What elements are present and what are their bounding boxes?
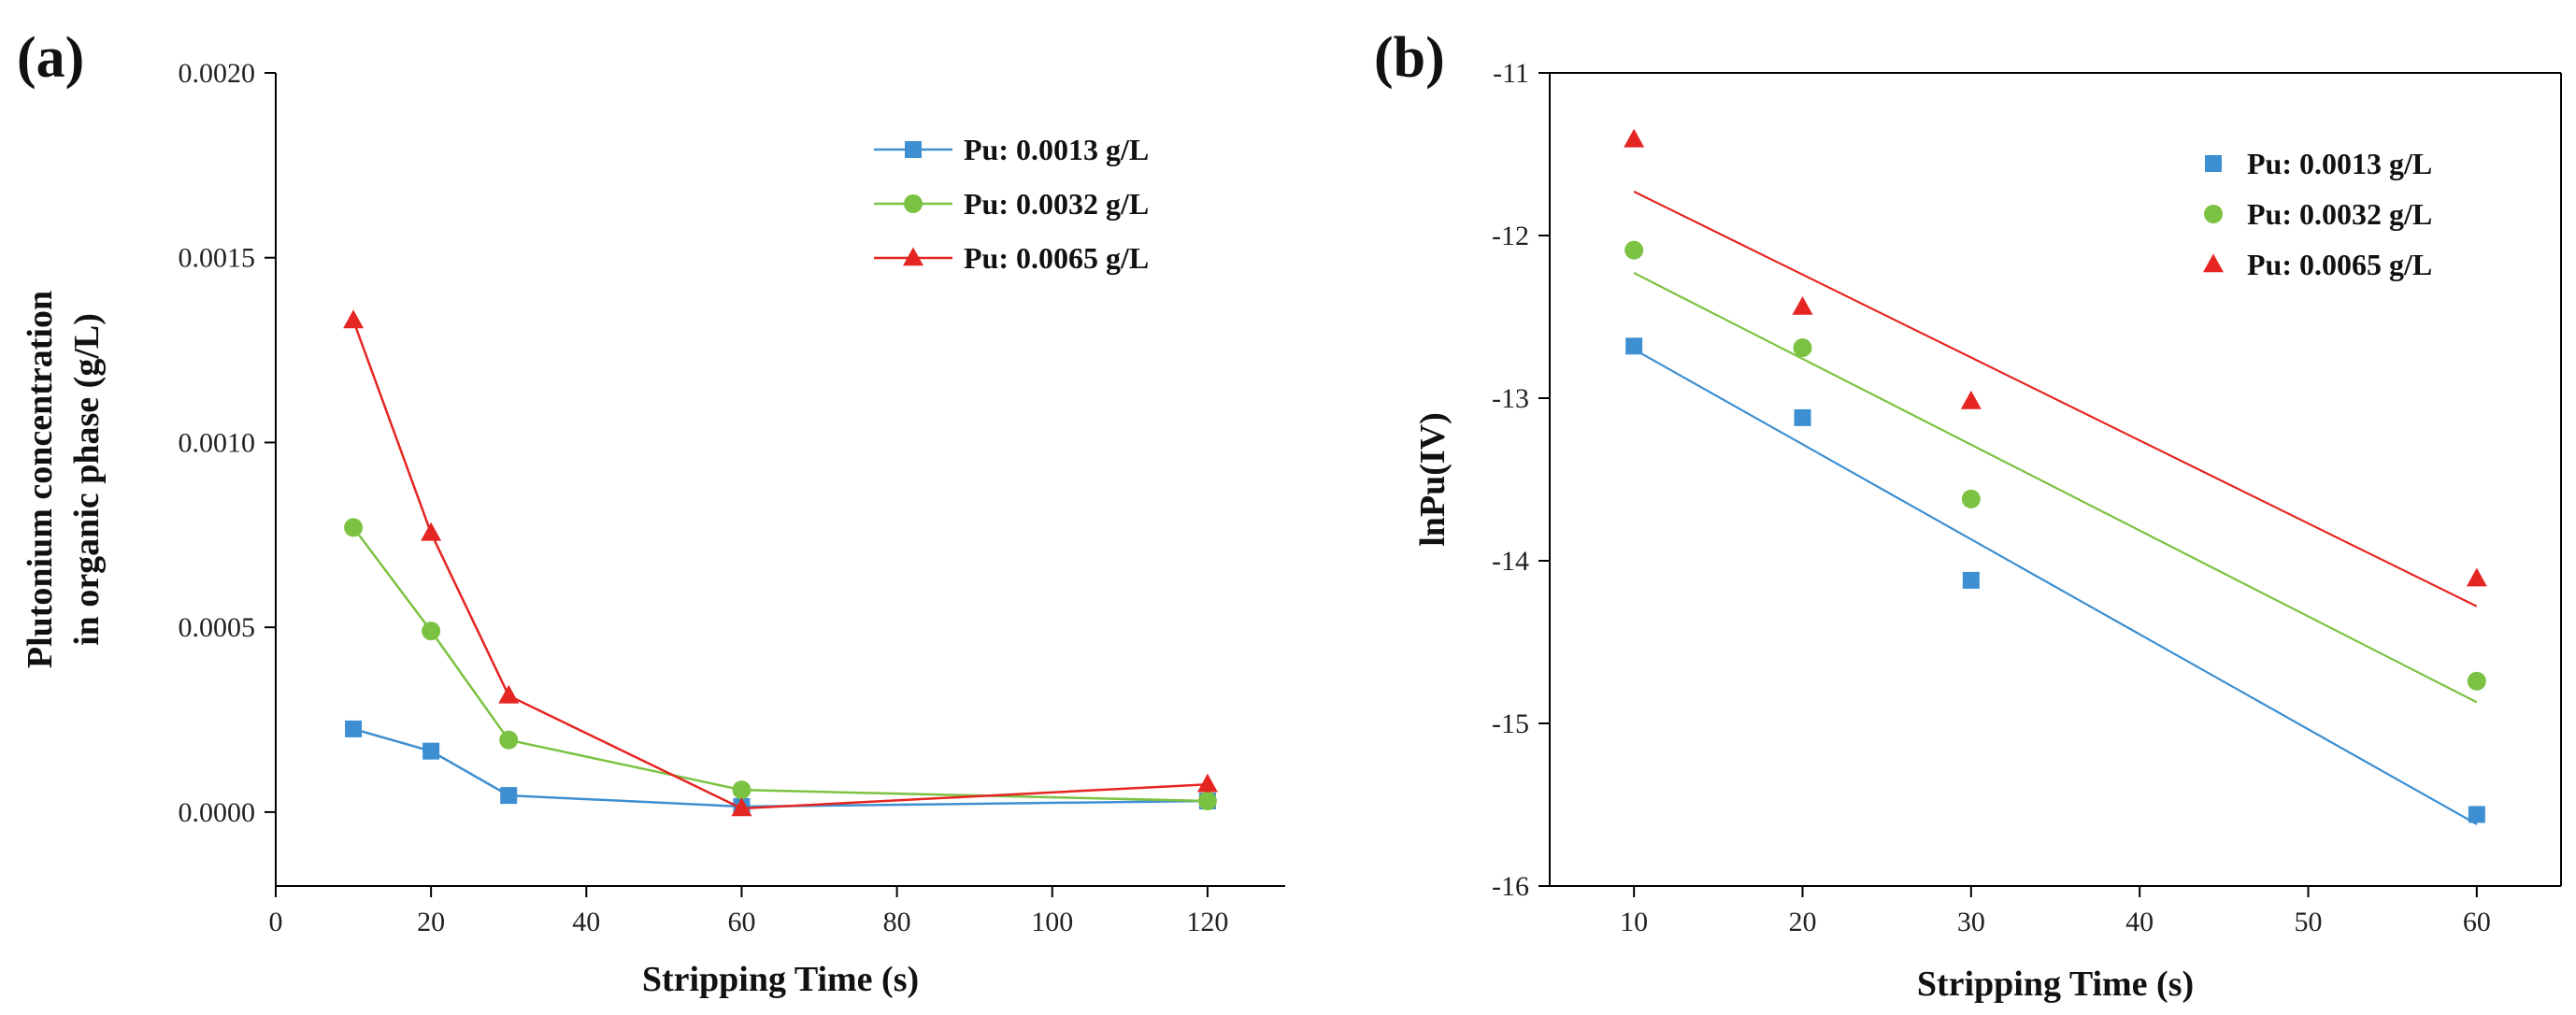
panel-b-x-tick-label: 50 <box>2295 907 2323 937</box>
panel-a-series-2-point <box>732 780 751 800</box>
panel-b-series-2-point <box>1793 338 1812 358</box>
panel-a-y-tick-label: 0.0015 <box>179 243 256 274</box>
panel-b-series-3-legend-label: Pu: 0.0065 g/L <box>2247 248 2432 281</box>
panel-a-series-3-legend-marker <box>903 247 923 266</box>
panel-a-x-tick-label: 40 <box>572 907 600 937</box>
panel-b-y-tick-label: -12 <box>1492 221 1529 251</box>
panel-a-series-1-point <box>345 720 363 737</box>
panel-a-series-2-legend-marker <box>904 194 923 213</box>
panel-a-y-tick-label: 0.0005 <box>179 612 256 643</box>
panel-b-series-1-point <box>1962 571 1980 589</box>
panel-a-series-3-point <box>421 522 442 541</box>
panel-a-label: (a) <box>17 26 84 90</box>
panel-b-y-tick-label: -14 <box>1492 546 1529 577</box>
panel-a-series-1-legend-marker <box>905 141 922 158</box>
panel-b-series-2-point <box>1624 240 1644 260</box>
panel-b-series-2-point <box>2467 671 2486 691</box>
panel-b-x-tick-label: 60 <box>2463 907 2491 937</box>
panel-a-x-tick-label: 80 <box>883 907 911 937</box>
panel-b-series-2-legend-marker <box>2204 205 2223 223</box>
panel-a-y-tick-label: 0.0000 <box>179 797 256 828</box>
panel-b-series-1-fit-line <box>1633 348 2478 825</box>
panel-b-series-3-fit-line <box>1633 191 2478 608</box>
panel-b-series-1-legend-label: Pu: 0.0013 g/L <box>2247 147 2432 180</box>
panel-a-series-3-point <box>498 684 520 704</box>
panel-a-series-2-point <box>422 622 441 641</box>
panel-a-series-1-legend-label: Pu: 0.0013 g/L <box>964 133 1149 166</box>
panel-a-series-2-point <box>1197 792 1217 811</box>
panel-b-series-1-point <box>1794 408 1811 426</box>
panel-a-series-1-point <box>422 742 440 760</box>
panel-b-series-1-point <box>1625 337 1643 355</box>
panel-b-x-tick-label: 30 <box>1957 907 1985 937</box>
panel-b-y-tick-label: -13 <box>1492 383 1529 414</box>
panel-b-series-3-point <box>2466 567 2487 587</box>
panel-b-x-axis-title: Stripping Time (s) <box>1917 965 2194 1004</box>
panel-b-label: (b) <box>1374 26 1445 90</box>
panel-b-series-1-point <box>2468 806 2485 823</box>
panel-a-y-axis-title: in organic phase (g/L) <box>67 313 107 646</box>
panel-a-y-axis-title: Plutonium concentration <box>21 291 60 668</box>
panel-a-y-tick-label: 0.0010 <box>179 427 256 458</box>
panel-b-series-2-legend-label: Pu: 0.0032 g/L <box>2247 197 2432 231</box>
panel-a-series-3-point <box>731 797 752 817</box>
panel-b-y-tick-label: -15 <box>1492 708 1529 739</box>
panel-a-x-tick-label: 60 <box>727 907 755 937</box>
panel-b-y-axis-title: lnPu(IV) <box>1413 412 1453 547</box>
panel-a-x-tick-label: 100 <box>1031 907 1073 937</box>
panel-b-series-1-legend-marker <box>2205 155 2222 172</box>
panel-a-x-axis-title: Stripping Time (s) <box>642 960 919 999</box>
panel-a-series-1-point <box>500 787 518 805</box>
panel-b-y-tick-label: -11 <box>1493 58 1529 89</box>
panel-a-x-tick-label: 120 <box>1186 907 1228 937</box>
panel-b-series-3-legend-marker <box>2203 253 2224 273</box>
panel-b-x-tick-label: 40 <box>2125 907 2154 937</box>
panel-b-y-tick-label: -16 <box>1492 871 1529 902</box>
panel-a-series-3-point <box>343 309 365 329</box>
panel-a-y-tick-label: 0.0020 <box>179 58 256 89</box>
panel-b-series-3-point <box>1960 390 1982 409</box>
panel-b-series-3-point <box>1624 128 1645 148</box>
panel-a-series-3-point <box>1196 773 1218 793</box>
panel-a-series-2-point <box>344 518 364 537</box>
panel-b-x-tick-label: 10 <box>1620 907 1648 937</box>
panel-a-series-2-point <box>499 730 519 750</box>
panel-a-x-tick-label: 20 <box>417 907 445 937</box>
panel-a-x-tick-label: 0 <box>269 907 283 937</box>
panel-b-x-tick-label: 20 <box>1789 907 1817 937</box>
panel-a-series-3-legend-label: Pu: 0.0065 g/L <box>964 241 1149 275</box>
panel-b-series-2-fit-line <box>1633 272 2478 704</box>
panel-a-series-2-legend-label: Pu: 0.0032 g/L <box>964 187 1149 221</box>
panel-b-series-3-point <box>1792 296 1813 315</box>
panel-b-series-2-point <box>1961 489 1981 508</box>
